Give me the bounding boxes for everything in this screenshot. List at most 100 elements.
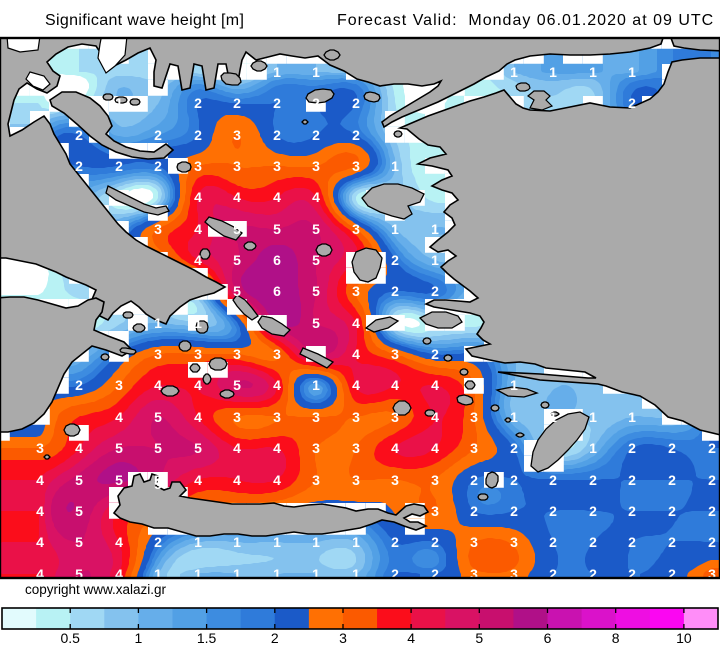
svg-text:3: 3 (431, 503, 439, 519)
svg-text:2: 2 (668, 472, 676, 488)
svg-text:1: 1 (549, 64, 557, 80)
svg-text:4: 4 (194, 252, 202, 268)
svg-text:1: 1 (628, 64, 636, 80)
svg-text:3: 3 (352, 283, 360, 299)
svg-text:3: 3 (470, 440, 478, 456)
svg-text:3: 3 (154, 221, 162, 237)
svg-text:6: 6 (273, 283, 281, 299)
svg-text:4: 4 (36, 503, 44, 519)
svg-text:2: 2 (352, 95, 360, 111)
svg-text:5: 5 (233, 377, 241, 393)
svg-text:3: 3 (470, 566, 478, 582)
svg-text:1: 1 (391, 158, 399, 174)
svg-text:1: 1 (589, 440, 597, 456)
svg-text:2: 2 (75, 158, 83, 174)
svg-text:Forecast Valid: Monday 06.01.: Forecast Valid: Monday 06.01.2020 at 09 … (337, 12, 714, 29)
svg-text:1: 1 (233, 534, 241, 550)
svg-text:2: 2 (431, 283, 439, 299)
svg-text:6: 6 (544, 630, 552, 646)
svg-text:1: 1 (510, 377, 518, 393)
svg-text:2: 2 (668, 534, 676, 550)
svg-text:5: 5 (154, 440, 162, 456)
svg-text:2: 2 (628, 503, 636, 519)
svg-text:2: 2 (589, 566, 597, 582)
svg-text:4: 4 (233, 440, 241, 456)
svg-text:4: 4 (36, 566, 44, 582)
svg-text:4: 4 (36, 534, 44, 550)
svg-text:2: 2 (628, 472, 636, 488)
svg-text:4: 4 (194, 189, 202, 205)
svg-text:2: 2 (470, 472, 478, 488)
svg-text:2: 2 (391, 283, 399, 299)
svg-text:5: 5 (115, 472, 123, 488)
svg-text:3: 3 (352, 472, 360, 488)
svg-text:2: 2 (668, 503, 676, 519)
svg-text:1: 1 (273, 566, 281, 582)
svg-text:1: 1 (549, 409, 557, 425)
svg-text:2: 2 (75, 127, 83, 143)
svg-text:3: 3 (115, 377, 123, 393)
svg-text:2: 2 (549, 503, 557, 519)
svg-text:1: 1 (154, 315, 162, 331)
svg-text:1: 1 (312, 566, 320, 582)
svg-text:2: 2 (431, 566, 439, 582)
svg-text:2: 2 (628, 440, 636, 456)
svg-text:2: 2 (589, 503, 597, 519)
svg-text:4: 4 (273, 377, 281, 393)
svg-text:2: 2 (115, 158, 123, 174)
svg-text:4: 4 (194, 221, 202, 237)
svg-text:0.5: 0.5 (60, 630, 80, 646)
svg-text:2: 2 (194, 127, 202, 143)
svg-text:5: 5 (233, 221, 241, 237)
svg-text:2: 2 (628, 566, 636, 582)
svg-text:1: 1 (391, 221, 399, 237)
svg-text:4: 4 (194, 472, 202, 488)
svg-text:4: 4 (352, 346, 360, 362)
svg-text:1: 1 (233, 566, 241, 582)
svg-text:2: 2 (312, 95, 320, 111)
svg-text:2: 2 (154, 534, 162, 550)
svg-text:3: 3 (273, 409, 281, 425)
svg-text:3: 3 (233, 127, 241, 143)
svg-text:2: 2 (233, 95, 241, 111)
svg-text:1: 1 (135, 630, 143, 646)
svg-text:3: 3 (233, 158, 241, 174)
svg-text:5: 5 (75, 566, 83, 582)
svg-text:4: 4 (194, 409, 202, 425)
svg-text:5: 5 (75, 503, 83, 519)
svg-text:3: 3 (36, 440, 44, 456)
svg-text:5: 5 (75, 534, 83, 550)
svg-text:5: 5 (312, 221, 320, 237)
svg-text:4: 4 (115, 566, 123, 582)
svg-text:2: 2 (628, 95, 636, 111)
svg-text:4: 4 (312, 189, 320, 205)
svg-text:3: 3 (470, 534, 478, 550)
svg-text:2: 2 (154, 127, 162, 143)
svg-text:2: 2 (391, 566, 399, 582)
svg-text:4: 4 (273, 472, 281, 488)
svg-text:2: 2 (312, 127, 320, 143)
svg-text:3: 3 (273, 346, 281, 362)
svg-text:1: 1 (273, 64, 281, 80)
svg-text:4: 4 (233, 189, 241, 205)
svg-text:2: 2 (470, 503, 478, 519)
svg-text:2: 2 (352, 127, 360, 143)
svg-text:copyright www.xalazi.gr: copyright www.xalazi.gr (25, 582, 167, 597)
svg-text:1: 1 (628, 409, 636, 425)
svg-text:4: 4 (36, 472, 44, 488)
svg-text:2: 2 (431, 534, 439, 550)
svg-text:2: 2 (668, 440, 676, 456)
svg-text:5: 5 (312, 252, 320, 268)
svg-text:2: 2 (273, 127, 281, 143)
svg-text:4: 4 (431, 377, 439, 393)
svg-text:3: 3 (391, 346, 399, 362)
svg-text:1: 1 (115, 95, 123, 111)
svg-text:3: 3 (339, 630, 347, 646)
svg-text:2: 2 (510, 472, 518, 488)
svg-text:3: 3 (510, 566, 518, 582)
svg-text:4: 4 (273, 440, 281, 456)
svg-text:2: 2 (589, 534, 597, 550)
svg-text:4: 4 (431, 409, 439, 425)
svg-text:1: 1 (194, 534, 202, 550)
svg-text:2: 2 (708, 440, 716, 456)
